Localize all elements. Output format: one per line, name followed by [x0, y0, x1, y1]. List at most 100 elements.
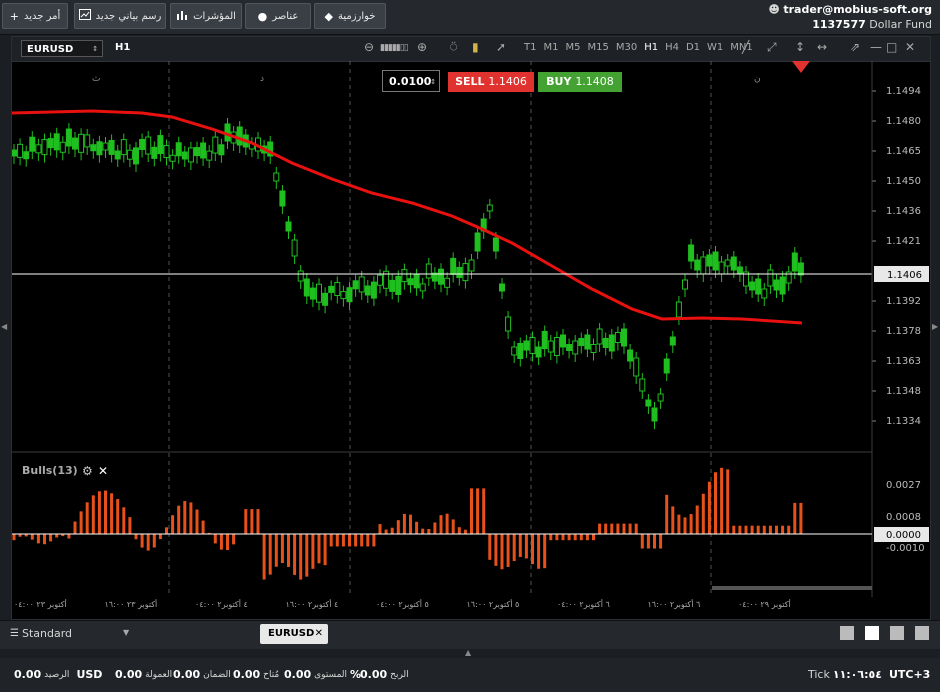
- layout-single-icon[interactable]: [840, 626, 854, 640]
- line-type-icon[interactable]: ➚: [496, 40, 507, 54]
- candle: [90, 144, 97, 152]
- layout-columns-icon[interactable]: [890, 626, 904, 640]
- bulls-bar: [97, 491, 101, 534]
- minimize-icon[interactable]: —: [870, 40, 882, 54]
- indicator-settings-icon[interactable]: ⚙: [82, 464, 93, 478]
- bar-type-icon[interactable]: ⍥: [450, 40, 458, 54]
- vertical-line-icon[interactable]: ↕: [795, 40, 806, 54]
- tf-d1[interactable]: D1: [685, 42, 701, 53]
- bulls-bar: [470, 488, 473, 534]
- bulls-bar: [524, 534, 528, 559]
- candle: [755, 278, 762, 295]
- layout-name[interactable]: Standard: [22, 627, 73, 640]
- tf-t1[interactable]: T1: [524, 42, 537, 53]
- candle: [151, 146, 158, 159]
- candle: [218, 144, 225, 156]
- bulls-bar: [256, 509, 260, 534]
- candle: [517, 343, 524, 359]
- bulls-bar: [49, 534, 53, 542]
- bulls-bar: [616, 523, 620, 534]
- candle: [645, 399, 652, 407]
- candle: [236, 126, 243, 146]
- plus-icon: +: [9, 9, 19, 23]
- zoom-slider[interactable]: ▮▮▮▮▮▯▯: [380, 43, 409, 53]
- tf-mn1[interactable]: MN1: [730, 42, 753, 53]
- horizontal-scrollbar[interactable]: [712, 586, 872, 590]
- candle: [47, 138, 54, 149]
- close-icon[interactable]: ✕: [905, 40, 916, 54]
- tab-close-icon[interactable]: ✕: [314, 628, 323, 639]
- trendline-icon[interactable]: ╱: [742, 40, 750, 54]
- layout-grid-icon[interactable]: [865, 626, 879, 640]
- candle: [12, 149, 17, 157]
- candles-icon[interactable]: ▮: [472, 40, 479, 54]
- sell-button[interactable]: SELL 1.1406: [448, 72, 534, 92]
- candle: [212, 136, 219, 154]
- bulls-bar: [714, 472, 717, 534]
- candle: [486, 204, 493, 212]
- chevron-down-icon[interactable]: ▼: [123, 628, 130, 637]
- left-panel-toggle-icon[interactable]: ◀: [1, 322, 8, 331]
- horizontal-line-icon[interactable]: ↔: [817, 40, 828, 54]
- bulls-bar: [293, 534, 297, 575]
- timezone-selector[interactable]: UTC+3: [888, 668, 931, 681]
- bulls-bar: [463, 529, 467, 534]
- indicators-button[interactable]: المؤشرات: [170, 3, 242, 29]
- candle: [724, 259, 731, 267]
- price-chart[interactable]: 1.1494 1.1480 1.1465 1.1450 1.1436 1.1421 1.13…: [12, 61, 930, 619]
- bulls-bar: [787, 525, 791, 534]
- buy-button[interactable]: BUY 1.1408: [538, 72, 622, 92]
- account-fund: Dollar Fund: [869, 18, 932, 31]
- new-chart-button[interactable]: رسم بياني جديد: [74, 3, 166, 29]
- candle: [413, 274, 420, 289]
- indicator-close-icon[interactable]: ✕: [98, 464, 108, 478]
- candle: [547, 340, 554, 353]
- layout-rows-icon[interactable]: [915, 626, 929, 640]
- detach-icon[interactable]: ⇗: [850, 40, 861, 54]
- bulls-bar: [640, 534, 644, 549]
- candle: [639, 378, 646, 392]
- tf-h1[interactable]: H1: [644, 42, 659, 53]
- new-order-button[interactable]: + أمر جديد: [2, 3, 68, 29]
- lot-size-input[interactable]: 0.0100 ↕: [382, 70, 440, 92]
- candle: [438, 268, 444, 285]
- zoom-out-icon[interactable]: ⊖: [364, 40, 375, 54]
- bulls-bar: [604, 523, 608, 534]
- tab-eurusd[interactable]: EURUSD ✕: [260, 624, 328, 644]
- right-panel-toggle-icon[interactable]: ▶: [932, 322, 939, 331]
- candle: [535, 346, 542, 358]
- time-axis-label: ۰٤:۰۰ ۲٦ أكتوبر: [557, 599, 610, 609]
- bulls-bar: [104, 490, 107, 534]
- candle: [541, 331, 548, 349]
- tf-w1[interactable]: W1: [707, 42, 724, 53]
- maximize-icon[interactable]: □: [886, 40, 898, 54]
- elements-button[interactable]: ● عناصر: [245, 3, 311, 29]
- bulls-bar: [555, 534, 559, 541]
- price-tick-label: 1.1436: [886, 206, 921, 217]
- price-tick-label: 1.1465: [886, 146, 921, 157]
- tf-m1[interactable]: M1: [543, 42, 559, 53]
- candle: [773, 279, 780, 291]
- algorithms-button[interactable]: ◆ خوارزمية: [314, 3, 386, 29]
- bulls-bar: [12, 534, 16, 541]
- tf-m30[interactable]: M30: [615, 42, 638, 53]
- candle: [17, 143, 24, 158]
- bulls-bar: [274, 534, 278, 567]
- expand-icon[interactable]: ⤢: [767, 40, 777, 54]
- tf-m15[interactable]: M15: [587, 42, 609, 53]
- bulls-bar: [177, 505, 181, 534]
- symbol-selector[interactable]: EURUSD ↕: [21, 40, 103, 57]
- tf-h4[interactable]: H4: [665, 42, 679, 53]
- candle: [791, 252, 798, 272]
- collapse-panel-icon[interactable]: ▲: [465, 648, 472, 657]
- menu-icon[interactable]: ☰: [10, 628, 19, 639]
- free-margin-status: 0.00 مُتاح: [233, 668, 280, 681]
- account-info[interactable]: ☻ trader@mobius-soft.org 1137577 Dollar …: [768, 2, 932, 32]
- zoom-in-icon[interactable]: ⊕: [417, 40, 428, 54]
- bulls-bar: [122, 507, 126, 534]
- price-tick-label: 1.1480: [886, 116, 921, 127]
- timeframe-list: T1 M1 M5 M15 M30 H1 H4 D1 W1 MN1: [524, 42, 753, 53]
- candle: [474, 232, 481, 252]
- bulls-bar: [579, 534, 583, 541]
- tf-m5[interactable]: M5: [565, 42, 581, 53]
